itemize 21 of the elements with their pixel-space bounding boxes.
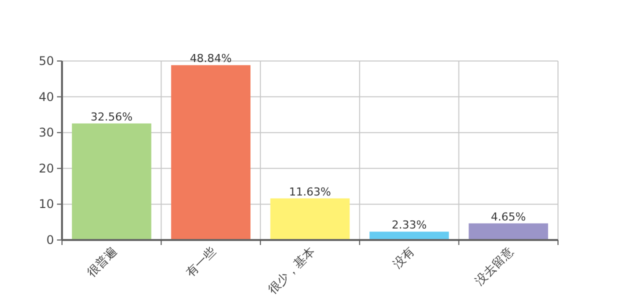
- data-label: 11.63%: [289, 185, 331, 198]
- y-tick-label: 30: [38, 126, 54, 140]
- y-tick-label: 50: [38, 54, 54, 68]
- bar: [468, 223, 548, 240]
- data-label: 2.33%: [392, 218, 427, 232]
- x-tick-label: 没有: [390, 244, 417, 272]
- data-label: 48.84%: [190, 52, 232, 66]
- bar: [171, 65, 250, 240]
- bar: [270, 198, 350, 240]
- y-tick-label: 0: [46, 233, 54, 247]
- x-tick-label: 有一些: [183, 244, 219, 280]
- x-tick-label: 很普遍: [84, 244, 120, 280]
- y-tick-label: 40: [38, 90, 54, 104]
- x-tick-label: 很少，基本: [265, 244, 318, 297]
- y-tick-label: 20: [38, 161, 54, 176]
- data-label: 32.56%: [90, 110, 133, 124]
- data-label: 4.65%: [490, 210, 526, 224]
- y-tick-label: 10: [38, 197, 54, 212]
- x-tick-label: 没去留意: [472, 244, 516, 288]
- bar: [370, 232, 449, 240]
- bar: [72, 123, 152, 240]
